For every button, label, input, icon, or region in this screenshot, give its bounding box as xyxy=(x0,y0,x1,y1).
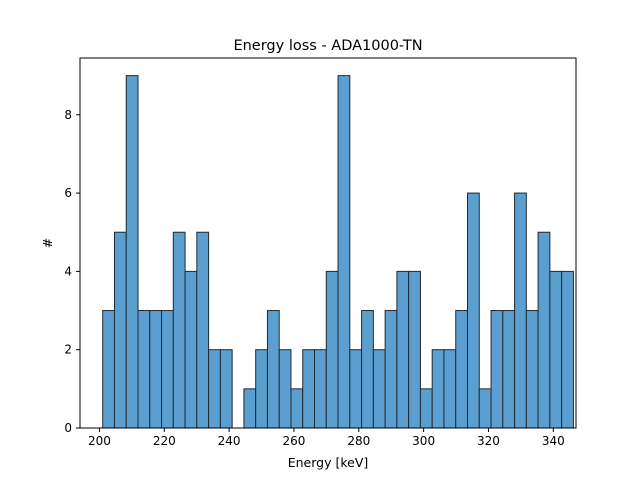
histogram-bar xyxy=(561,270,574,429)
histogram-bar xyxy=(266,310,280,429)
histogram-bar xyxy=(514,192,527,429)
histogram-bar xyxy=(502,310,516,429)
histogram-bar xyxy=(408,270,421,429)
histogram-bar xyxy=(113,231,127,429)
histogram-bar xyxy=(466,192,480,429)
y-tick-label: 8 xyxy=(64,108,72,122)
y-tick-label: 0 xyxy=(64,421,72,435)
x-axis: 200 220 240 260 280 300 320 340 xyxy=(88,428,565,448)
x-tick-label: 340 xyxy=(542,434,565,448)
histogram-bar xyxy=(419,388,433,429)
histogram-bar xyxy=(161,310,174,429)
chart-title: Energy loss - ADA1000-TN xyxy=(233,38,422,54)
histogram-bar xyxy=(184,270,198,429)
histogram-bar xyxy=(149,310,163,429)
histogram-bar xyxy=(537,231,551,429)
x-tick-label: 220 xyxy=(153,434,176,448)
histogram-bar xyxy=(384,310,398,429)
x-tick-label: 260 xyxy=(283,434,306,448)
histogram-bar xyxy=(349,349,363,429)
histogram-bar xyxy=(255,349,268,429)
histogram-bar xyxy=(478,388,492,429)
histogram-bars xyxy=(102,75,574,429)
y-tick-label: 6 xyxy=(64,186,72,200)
histogram-bar xyxy=(172,231,186,429)
y-axis-label: # xyxy=(40,238,55,248)
y-tick-label: 4 xyxy=(64,264,72,278)
y-tick-label: 2 xyxy=(64,343,72,357)
x-axis-label: Energy [keV] xyxy=(288,455,369,470)
histogram-bar xyxy=(314,349,327,429)
y-axis: 0 2 4 6 8 xyxy=(64,108,80,435)
histogram-bar xyxy=(396,270,410,429)
histogram-bar xyxy=(278,349,292,429)
histogram-bar xyxy=(431,349,445,429)
histogram-bar xyxy=(302,349,316,429)
histogram-bar xyxy=(455,310,468,429)
histogram-bar xyxy=(102,310,115,429)
histogram-bar xyxy=(196,231,210,429)
histogram-bar xyxy=(372,349,386,429)
x-tick-label: 300 xyxy=(412,434,435,448)
histogram-bar xyxy=(290,388,304,429)
histogram-bar xyxy=(337,75,351,429)
x-tick-label: 280 xyxy=(347,434,370,448)
histogram-bar xyxy=(549,270,563,429)
histogram-bar xyxy=(125,75,139,429)
x-tick-label: 200 xyxy=(88,434,111,448)
x-tick-label: 320 xyxy=(477,434,500,448)
histogram-bar xyxy=(137,310,151,429)
histogram-bar xyxy=(490,310,504,429)
histogram-bar xyxy=(208,349,221,429)
histogram-bar xyxy=(219,349,233,429)
histogram-bar xyxy=(361,310,374,429)
x-tick-label: 240 xyxy=(218,434,241,448)
plot-frame xyxy=(79,57,577,429)
histogram-bar xyxy=(443,349,457,429)
histogram-bar xyxy=(525,310,539,429)
histogram-bar xyxy=(325,270,339,429)
histogram-bar xyxy=(243,388,257,429)
